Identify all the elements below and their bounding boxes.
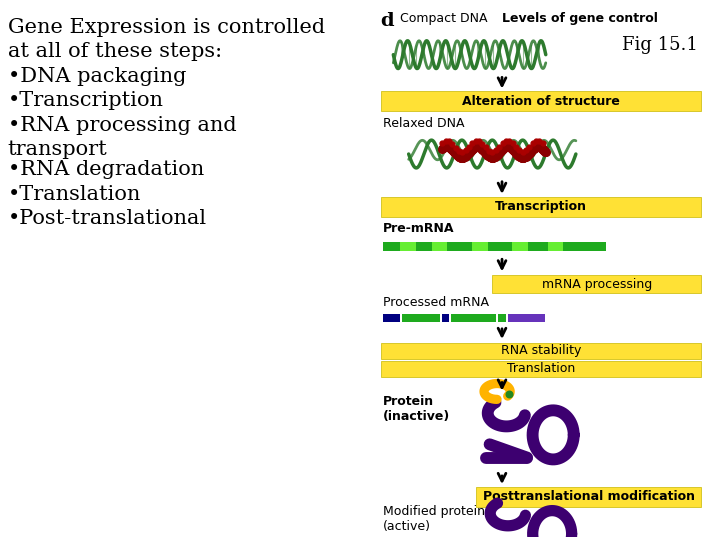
Bar: [381, 343, 701, 359]
Text: Translation: Translation: [507, 362, 575, 375]
Text: Gene Expression is controlled: Gene Expression is controlled: [8, 18, 325, 37]
Bar: [441, 314, 449, 322]
Text: at all of these steps:: at all of these steps:: [8, 42, 222, 62]
Text: •Translation: •Translation: [8, 185, 141, 204]
Polygon shape: [543, 421, 564, 449]
Text: •RNA degradation: •RNA degradation: [8, 160, 204, 179]
Text: •Transcription: •Transcription: [8, 91, 164, 110]
Text: mRNA processing: mRNA processing: [541, 278, 652, 291]
Bar: [381, 197, 701, 217]
Bar: [512, 242, 528, 251]
Text: Modified protein
(active): Modified protein (active): [382, 505, 485, 533]
Text: Protein
(inactive): Protein (inactive): [382, 395, 450, 422]
Bar: [400, 242, 416, 251]
Bar: [432, 242, 447, 251]
Text: •DNA packaging: •DNA packaging: [8, 67, 186, 86]
Polygon shape: [542, 521, 562, 540]
Text: •RNA processing and: •RNA processing and: [8, 116, 236, 135]
Text: RNA stability: RNA stability: [501, 345, 581, 357]
Text: Processed mRNA: Processed mRNA: [382, 296, 489, 309]
Bar: [476, 487, 701, 507]
Text: transport: transport: [8, 140, 107, 159]
Bar: [492, 275, 701, 293]
Bar: [498, 314, 505, 322]
Text: •Post-translational: •Post-translational: [8, 210, 207, 228]
Bar: [451, 314, 495, 322]
Bar: [381, 91, 701, 111]
Bar: [472, 242, 487, 251]
Text: Levels of gene control: Levels of gene control: [502, 12, 658, 25]
Text: Fig 15.1: Fig 15.1: [623, 36, 698, 54]
Text: Compact DNA: Compact DNA: [400, 12, 488, 25]
Bar: [508, 314, 545, 322]
Bar: [382, 242, 606, 251]
Bar: [381, 361, 701, 376]
Text: Transcription: Transcription: [495, 200, 587, 213]
Text: Pre-mRNA: Pre-mRNA: [382, 221, 454, 234]
Text: Alteration of structure: Alteration of structure: [462, 95, 620, 108]
Bar: [382, 314, 400, 322]
Text: Relaxed DNA: Relaxed DNA: [382, 117, 464, 130]
Bar: [548, 242, 564, 251]
Text: d: d: [381, 12, 395, 30]
Text: Posttranslational modification: Posttranslational modification: [482, 490, 695, 503]
Bar: [402, 314, 440, 322]
